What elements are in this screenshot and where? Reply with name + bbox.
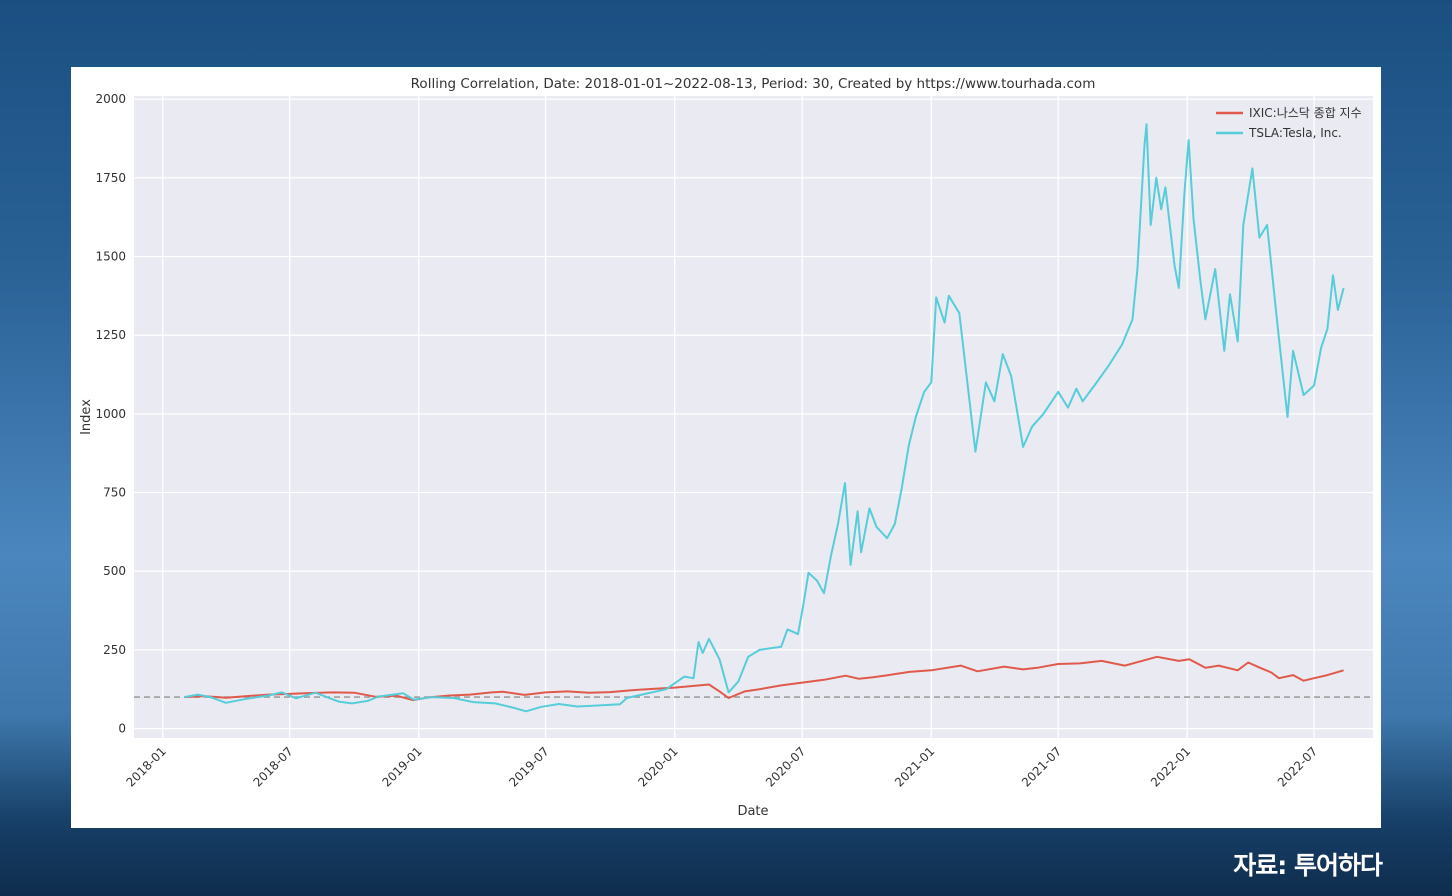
x-axis-label: Date xyxy=(737,804,768,819)
x-tick-label: 2019-07 xyxy=(506,744,551,789)
y-tick-label: 250 xyxy=(103,643,126,657)
x-tick-label: 2020-01 xyxy=(635,744,680,789)
x-tick-label: 2022-01 xyxy=(1148,744,1193,789)
x-tick-label: 2020-07 xyxy=(763,744,808,789)
chart-title: Rolling Correlation, Date: 2018-01-01~20… xyxy=(411,76,1096,92)
y-axis-label: Index xyxy=(79,399,94,435)
x-tick-label: 2018-01 xyxy=(124,744,169,789)
y-tick-label: 1000 xyxy=(95,407,126,421)
y-tick-label: 500 xyxy=(103,564,126,578)
legend-label-ixic: IXIC:나스닥 종합 지수 xyxy=(1249,106,1362,120)
rolling-correlation-chart: 0 250 500 750 1000 1250 1500 1750 2000 2018-01 201… xyxy=(79,76,1373,819)
series-lines xyxy=(184,123,1345,713)
x-tick-label: 2021-01 xyxy=(892,744,937,789)
x-tick-label: 2021-07 xyxy=(1019,744,1064,789)
x-tick-label: 2018-07 xyxy=(250,744,295,789)
chart-panel: 0 250 500 750 1000 1250 1500 1750 2000 2018-01 201… xyxy=(71,67,1381,828)
source-credit: 자료: 투어하다 xyxy=(1233,851,1383,880)
y-tick-label: 1750 xyxy=(95,171,126,185)
x-tick-label: 2022-07 xyxy=(1275,744,1320,789)
y-tick-label: 750 xyxy=(103,486,126,500)
legend: IXIC:나스닥 종합 지수 TSLA:Tesla, Inc. xyxy=(1216,106,1362,140)
legend-label-tsla: TSLA:Tesla, Inc. xyxy=(1248,126,1342,140)
grid-lines xyxy=(134,96,1373,738)
series-line-ixic xyxy=(184,655,1344,702)
y-tick-label: 1250 xyxy=(95,328,126,342)
y-tick-label: 0 xyxy=(118,722,126,736)
y-tick-label: 1500 xyxy=(95,250,126,264)
series-line-tsla xyxy=(184,123,1345,713)
x-tick-label: 2019-01 xyxy=(379,744,424,789)
y-tick-label: 2000 xyxy=(95,92,126,106)
